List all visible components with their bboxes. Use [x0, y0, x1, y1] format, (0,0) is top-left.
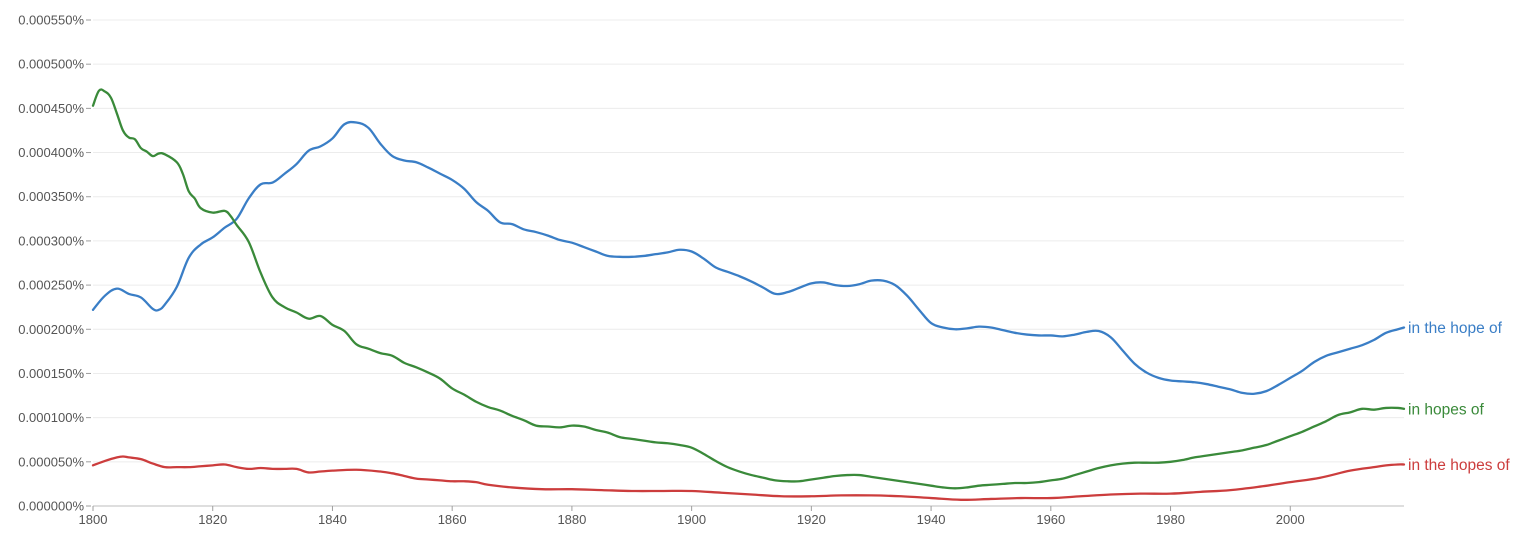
series-label-in-the-hopes-of[interactable]: in the hopes of — [1408, 457, 1510, 474]
x-tick-label: 1840 — [318, 512, 347, 527]
y-tick-label: 0.000500% — [18, 57, 84, 72]
x-tick-label: 2000 — [1276, 512, 1305, 527]
x-tick-label: 1820 — [198, 512, 227, 527]
y-tick-label: 0.000250% — [18, 278, 84, 293]
x-tick-label: 1860 — [438, 512, 467, 527]
x-tick-label: 1920 — [797, 512, 826, 527]
x-tick-label: 1800 — [79, 512, 108, 527]
x-tick-label: 1880 — [557, 512, 586, 527]
x-tick-label: 1900 — [677, 512, 706, 527]
y-tick-label: 0.000400% — [18, 145, 84, 160]
series-label-in-hopes-of[interactable]: in hopes of — [1408, 401, 1485, 418]
y-tick-label: 0.000100% — [18, 410, 84, 425]
y-tick-label: 0.000000% — [18, 499, 84, 514]
y-tick-label: 0.000350% — [18, 189, 84, 204]
series-line-in-the-hope-of[interactable] — [91, 120, 1406, 396]
series-line-in-the-hopes-of[interactable] — [91, 455, 1406, 501]
y-tick-label: 0.000550% — [18, 13, 84, 28]
y-tick-label: 0.000150% — [18, 366, 84, 381]
series-labels: in the hope of in hopes of in the hopes of — [1408, 320, 1510, 474]
y-tick-label: 0.000050% — [18, 454, 84, 469]
x-tick-label: 1940 — [917, 512, 946, 527]
series-label-in-the-hope-of[interactable]: in the hope of — [1408, 320, 1503, 337]
x-tick-label: 1980 — [1156, 512, 1185, 527]
y-tick-label: 0.000300% — [18, 233, 84, 248]
y-tick-label: 0.000450% — [18, 101, 84, 116]
x-tick-label: 1960 — [1036, 512, 1065, 527]
series-line-in-hopes-of[interactable] — [91, 88, 1406, 490]
y-tick-label: 0.000200% — [18, 322, 84, 337]
y-axis-ticks: 0.000000% 0.000050% 0.000100% 0.000150% 0.00… — [18, 13, 91, 514]
grid-lines — [93, 19, 1404, 507]
series-lines — [91, 88, 1406, 501]
x-axis-ticks: 1800 1820 1840 1860 1880 1900 1920 1940 1960 1980… — [79, 506, 1305, 527]
